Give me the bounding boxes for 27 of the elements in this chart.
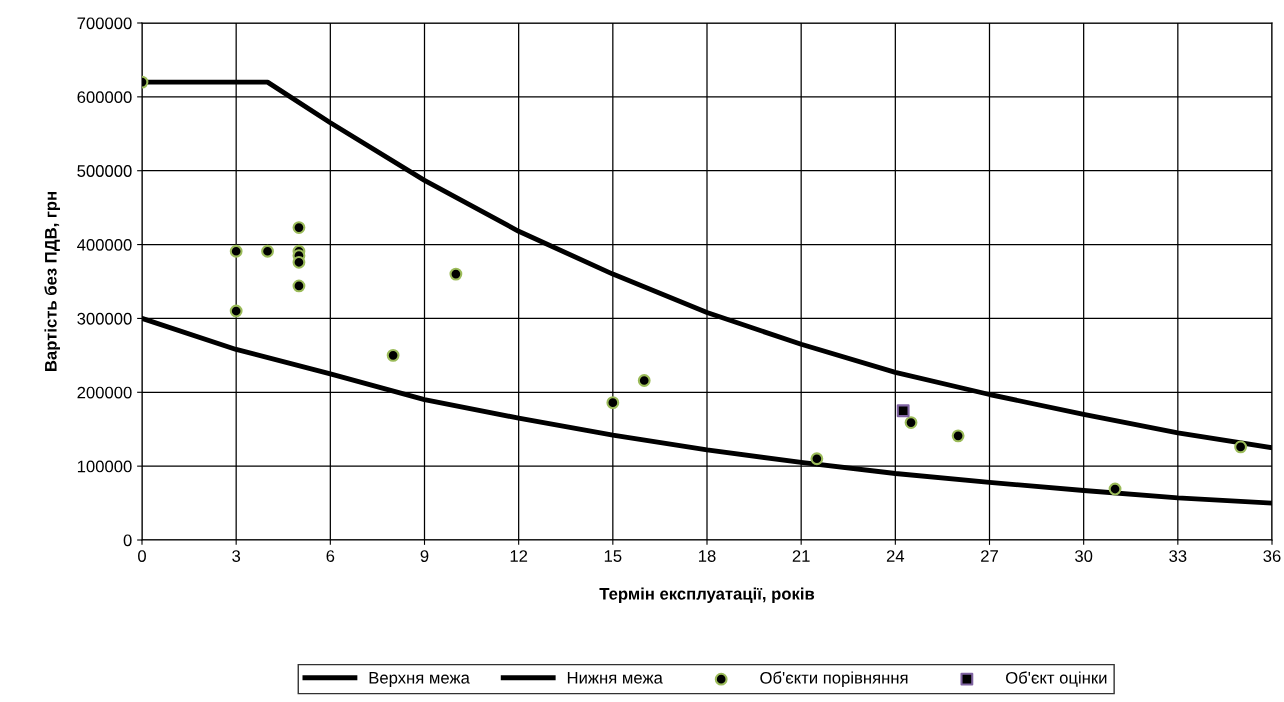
y-tick-label: 500000 xyxy=(77,165,132,177)
y-tick-label: 200000 xyxy=(77,386,132,399)
x-axis-title: Термін експлуатації, років xyxy=(599,587,815,604)
y-axis-title: Вартість без ПДВ, грн xyxy=(44,192,60,371)
y-tick-label: 0 xyxy=(123,534,132,547)
x-tick-label: 21 xyxy=(792,550,810,562)
x-tick-label: 0 xyxy=(138,550,146,562)
legend-label: Нижня межа xyxy=(567,672,663,684)
x-tick-label: 24 xyxy=(886,550,905,562)
x-tick-label: 18 xyxy=(699,550,716,562)
x-tick-label: 12 xyxy=(510,550,528,562)
x-tick-label: 30 xyxy=(1075,550,1093,562)
y-tick-label: 300000 xyxy=(77,312,132,325)
x-tick-label: 9 xyxy=(420,550,429,562)
y-tick-label: 400000 xyxy=(77,238,132,251)
x-tick-label: 6 xyxy=(326,550,335,562)
legend-label: Об'єкти порівняння xyxy=(760,671,908,687)
y-tick-label: 100000 xyxy=(77,460,132,473)
x-tick-label: 15 xyxy=(604,550,622,562)
x-tick-label: 27 xyxy=(981,550,998,562)
x-tick-label: 36 xyxy=(1263,550,1281,562)
x-tick-label: 33 xyxy=(1169,550,1187,562)
y-tick-label: 600000 xyxy=(77,91,132,104)
y-tick-label: 700000 xyxy=(77,17,132,30)
legend-label: Верхня межа xyxy=(369,672,470,687)
x-tick-label: 3 xyxy=(232,550,241,562)
legend-label: Об'єкт оцінки xyxy=(1006,671,1107,687)
